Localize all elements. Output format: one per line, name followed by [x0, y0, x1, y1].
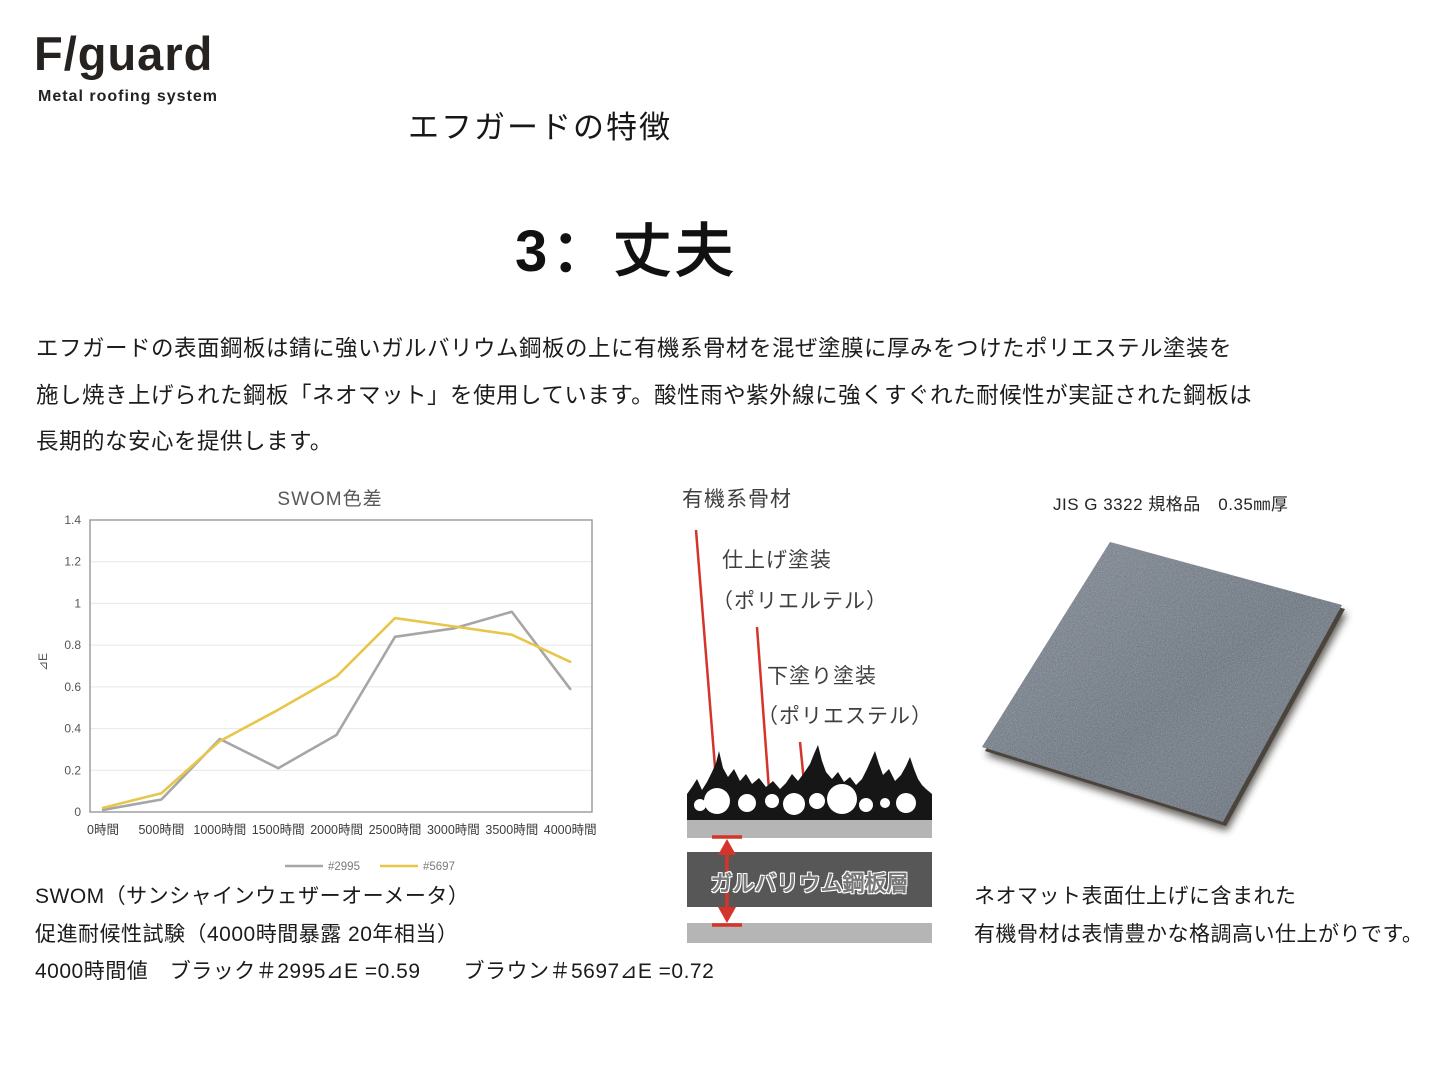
x-tick-label: 1500時間 — [252, 823, 305, 837]
x-tick-label: 0時間 — [87, 823, 119, 837]
x-tick-label: 500時間 — [138, 823, 184, 837]
x-tick-label: 3500時間 — [485, 823, 538, 837]
body-line-1: エフガードの表面鋼板は錆に強いガルバリウム鋼板の上に有機系骨材を混ぜ塗膜に厚みを… — [36, 336, 1233, 361]
plot-border — [89, 519, 593, 813]
y-tick-label: 0.4 — [64, 722, 81, 736]
label-galvalume-layer: ガルバリウム鋼板層 — [710, 871, 909, 896]
label-finish-coat-sub: （ポリエルテル） — [712, 590, 888, 613]
series-line-2995 — [101, 610, 572, 812]
swom-line-chart: 0 0.2 0.4 0.6 0.8 1 1.2 1.4 0時間 500時間 1000時間 1500時間… — [64, 513, 597, 873]
jis-standard-caption: JIS G 3322 規格品 0.35㎜厚 — [1053, 495, 1289, 514]
backcoat-layer-bar — [687, 923, 932, 943]
x-tick-label: 4000時間 — [544, 823, 597, 837]
neomat-sheet-photo — [982, 542, 1347, 831]
y-tick-label: 1 — [74, 596, 81, 610]
body-paragraph: エフガードの表面鋼板は錆に強いガルバリウム鋼板の上に有機系骨材を混ぜ塗膜に厚みを… — [36, 326, 1252, 466]
coating-layer-diagram — [687, 529, 932, 943]
organic-aggregate-particles — [694, 784, 916, 815]
label-organic-aggregate: 有機系骨材 — [682, 488, 792, 511]
y-tick-label: 1.2 — [64, 555, 81, 569]
sheet-texture — [982, 542, 1342, 822]
x-tick-label: 3000時間 — [427, 823, 480, 837]
body-line-2: 施し焼き上げられた鋼板「ネオマット」を使用しています。酸性雨や紫外線に強くすぐれ… — [36, 382, 1253, 408]
body-line-3: 長期的な安心を提供します。 — [36, 429, 333, 454]
label-primer-coat-sub: （ポリエステル） — [757, 705, 933, 728]
arrow-head-up — [718, 839, 736, 855]
chart-title: SWOM色差 — [277, 489, 383, 510]
legend-label: #5697 — [423, 861, 455, 873]
y-tick-label: 1.4 — [64, 513, 81, 527]
logo-subtitle: Metal roofing system — [38, 88, 219, 105]
page-title: 3：丈夫 — [515, 219, 738, 284]
chart-note-3: 4000時間値 ブラック＃2995⊿E =0.59 ブラウン＃5697⊿E =0… — [35, 960, 715, 983]
x-tick-label: 2000時間 — [310, 823, 363, 837]
page-subtitle: エフガードの特徴 — [408, 110, 672, 145]
label-finish-coat: 仕上げ塗装 — [722, 549, 832, 572]
series-line-5697 — [101, 616, 572, 810]
chart-note-1: SWOM（サンシャインウェザーオーメータ） — [35, 885, 470, 908]
arrow-head-down — [718, 907, 736, 923]
label-primer-coat: 下塗り塗装 — [767, 665, 877, 688]
thickness-arrow — [712, 835, 742, 927]
logo-title: F/guard — [34, 27, 214, 80]
legend-label: #2995 — [328, 861, 360, 873]
sheet-note-1: ネオマット表面仕上げに含まれた — [974, 885, 1297, 908]
y-tick-label: 0.2 — [64, 763, 81, 777]
y-tick-label: 0 — [74, 805, 81, 819]
sheet-note-2: 有機骨材は表情豊かな格調高い仕上がりです。 — [974, 923, 1424, 946]
primer-layer-bar — [687, 820, 932, 838]
leader-line-aggregate — [694, 529, 719, 793]
x-tick-label: 1000時間 — [193, 823, 246, 837]
leader-line-topcoat — [755, 626, 771, 791]
y-tick-label: 0.6 — [64, 680, 81, 694]
x-tick-label: 2500時間 — [369, 823, 422, 837]
y-tick-label: 0.8 — [64, 638, 81, 652]
chart-note-2: 促進耐候性試験（4000時間暴露 20年相当） — [35, 923, 459, 946]
